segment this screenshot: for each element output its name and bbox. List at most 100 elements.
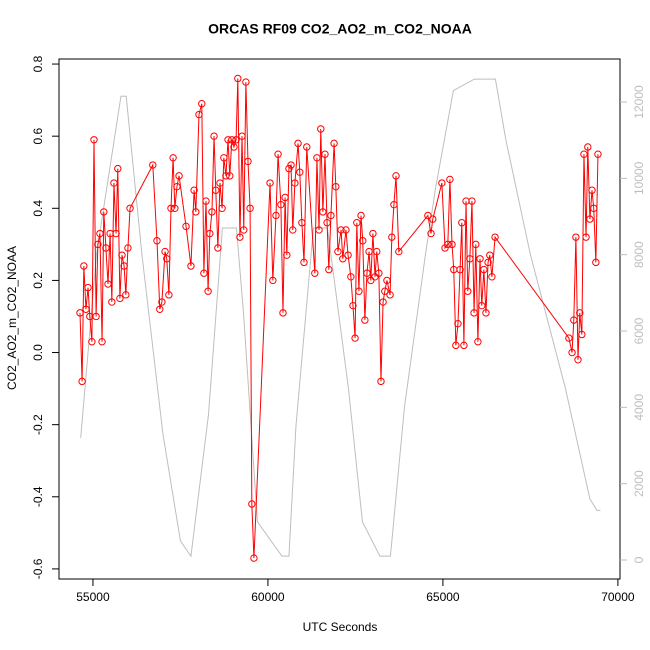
y-tick-label: 0.0 bbox=[31, 344, 45, 361]
point bbox=[300, 258, 308, 267]
point bbox=[206, 229, 214, 238]
point bbox=[458, 219, 466, 227]
point bbox=[342, 226, 350, 234]
point bbox=[234, 74, 242, 83]
point bbox=[472, 240, 480, 249]
point bbox=[375, 269, 383, 277]
point bbox=[334, 247, 342, 256]
point bbox=[190, 186, 198, 194]
y2-tick-label: 8000 bbox=[632, 241, 646, 268]
point bbox=[303, 143, 311, 151]
point bbox=[582, 233, 590, 241]
point bbox=[202, 197, 210, 205]
point bbox=[92, 312, 100, 321]
point bbox=[272, 211, 280, 220]
point bbox=[327, 211, 335, 220]
point bbox=[588, 186, 596, 194]
point bbox=[182, 222, 190, 231]
point bbox=[357, 211, 365, 220]
point bbox=[232, 136, 240, 144]
point bbox=[98, 338, 106, 346]
point bbox=[250, 554, 258, 562]
point bbox=[476, 255, 484, 263]
point bbox=[214, 244, 222, 252]
point bbox=[104, 280, 112, 288]
point bbox=[470, 309, 478, 317]
point bbox=[427, 229, 435, 238]
point bbox=[438, 179, 446, 187]
y-axis-label: CO2_AO2_m_CO2_NOAA bbox=[5, 246, 19, 390]
point bbox=[361, 316, 369, 324]
point bbox=[228, 136, 236, 144]
series-line bbox=[80, 78, 601, 558]
point bbox=[84, 283, 92, 292]
point bbox=[311, 269, 319, 277]
point bbox=[230, 143, 238, 151]
point bbox=[484, 258, 492, 267]
point bbox=[281, 193, 289, 202]
point bbox=[238, 132, 246, 140]
point bbox=[344, 251, 352, 259]
point bbox=[116, 294, 124, 303]
x-tick-label: 70000 bbox=[601, 590, 635, 604]
point bbox=[153, 237, 161, 245]
point bbox=[491, 233, 499, 241]
point bbox=[208, 208, 216, 216]
point bbox=[325, 265, 333, 274]
point bbox=[244, 157, 252, 166]
point bbox=[332, 182, 340, 191]
point bbox=[210, 132, 218, 140]
point bbox=[167, 204, 175, 212]
y2-tick-label: 12000 bbox=[632, 85, 646, 119]
point bbox=[315, 226, 323, 234]
point bbox=[377, 377, 385, 386]
y-tick-label: -0.2 bbox=[31, 414, 45, 435]
point bbox=[192, 208, 200, 216]
point bbox=[88, 338, 96, 346]
point bbox=[124, 244, 132, 252]
point bbox=[330, 139, 338, 148]
point bbox=[444, 240, 452, 249]
point bbox=[187, 262, 195, 270]
point bbox=[94, 240, 102, 249]
point bbox=[369, 229, 377, 238]
y-tick-label: -0.6 bbox=[31, 558, 45, 579]
point bbox=[269, 276, 277, 285]
point bbox=[226, 172, 234, 180]
point bbox=[80, 262, 88, 270]
point bbox=[466, 255, 474, 263]
point bbox=[126, 204, 134, 212]
point bbox=[323, 219, 331, 227]
point bbox=[424, 211, 432, 220]
point bbox=[112, 229, 120, 238]
x-tick-label: 55000 bbox=[76, 590, 110, 604]
y2-tick-label: 10000 bbox=[632, 161, 646, 195]
point bbox=[110, 179, 118, 187]
point bbox=[100, 208, 108, 216]
point bbox=[82, 305, 90, 313]
point bbox=[76, 309, 84, 317]
point bbox=[373, 247, 381, 256]
point bbox=[488, 273, 496, 281]
point bbox=[351, 334, 359, 342]
y-tick-label: 0.6 bbox=[31, 128, 45, 145]
point bbox=[586, 215, 594, 223]
point bbox=[236, 233, 244, 241]
point bbox=[365, 247, 373, 256]
point bbox=[242, 78, 250, 86]
point bbox=[216, 179, 224, 187]
y-tick-label: -0.4 bbox=[31, 486, 45, 507]
point bbox=[156, 305, 164, 313]
point bbox=[222, 172, 230, 180]
point bbox=[565, 334, 573, 342]
point bbox=[240, 226, 248, 234]
point bbox=[175, 172, 183, 180]
point bbox=[313, 154, 321, 162]
point bbox=[317, 125, 325, 133]
x-tick-label: 65000 bbox=[426, 590, 460, 604]
point bbox=[584, 143, 592, 151]
point bbox=[122, 291, 130, 299]
x-tick-label: 60000 bbox=[251, 590, 285, 604]
point bbox=[347, 273, 355, 281]
